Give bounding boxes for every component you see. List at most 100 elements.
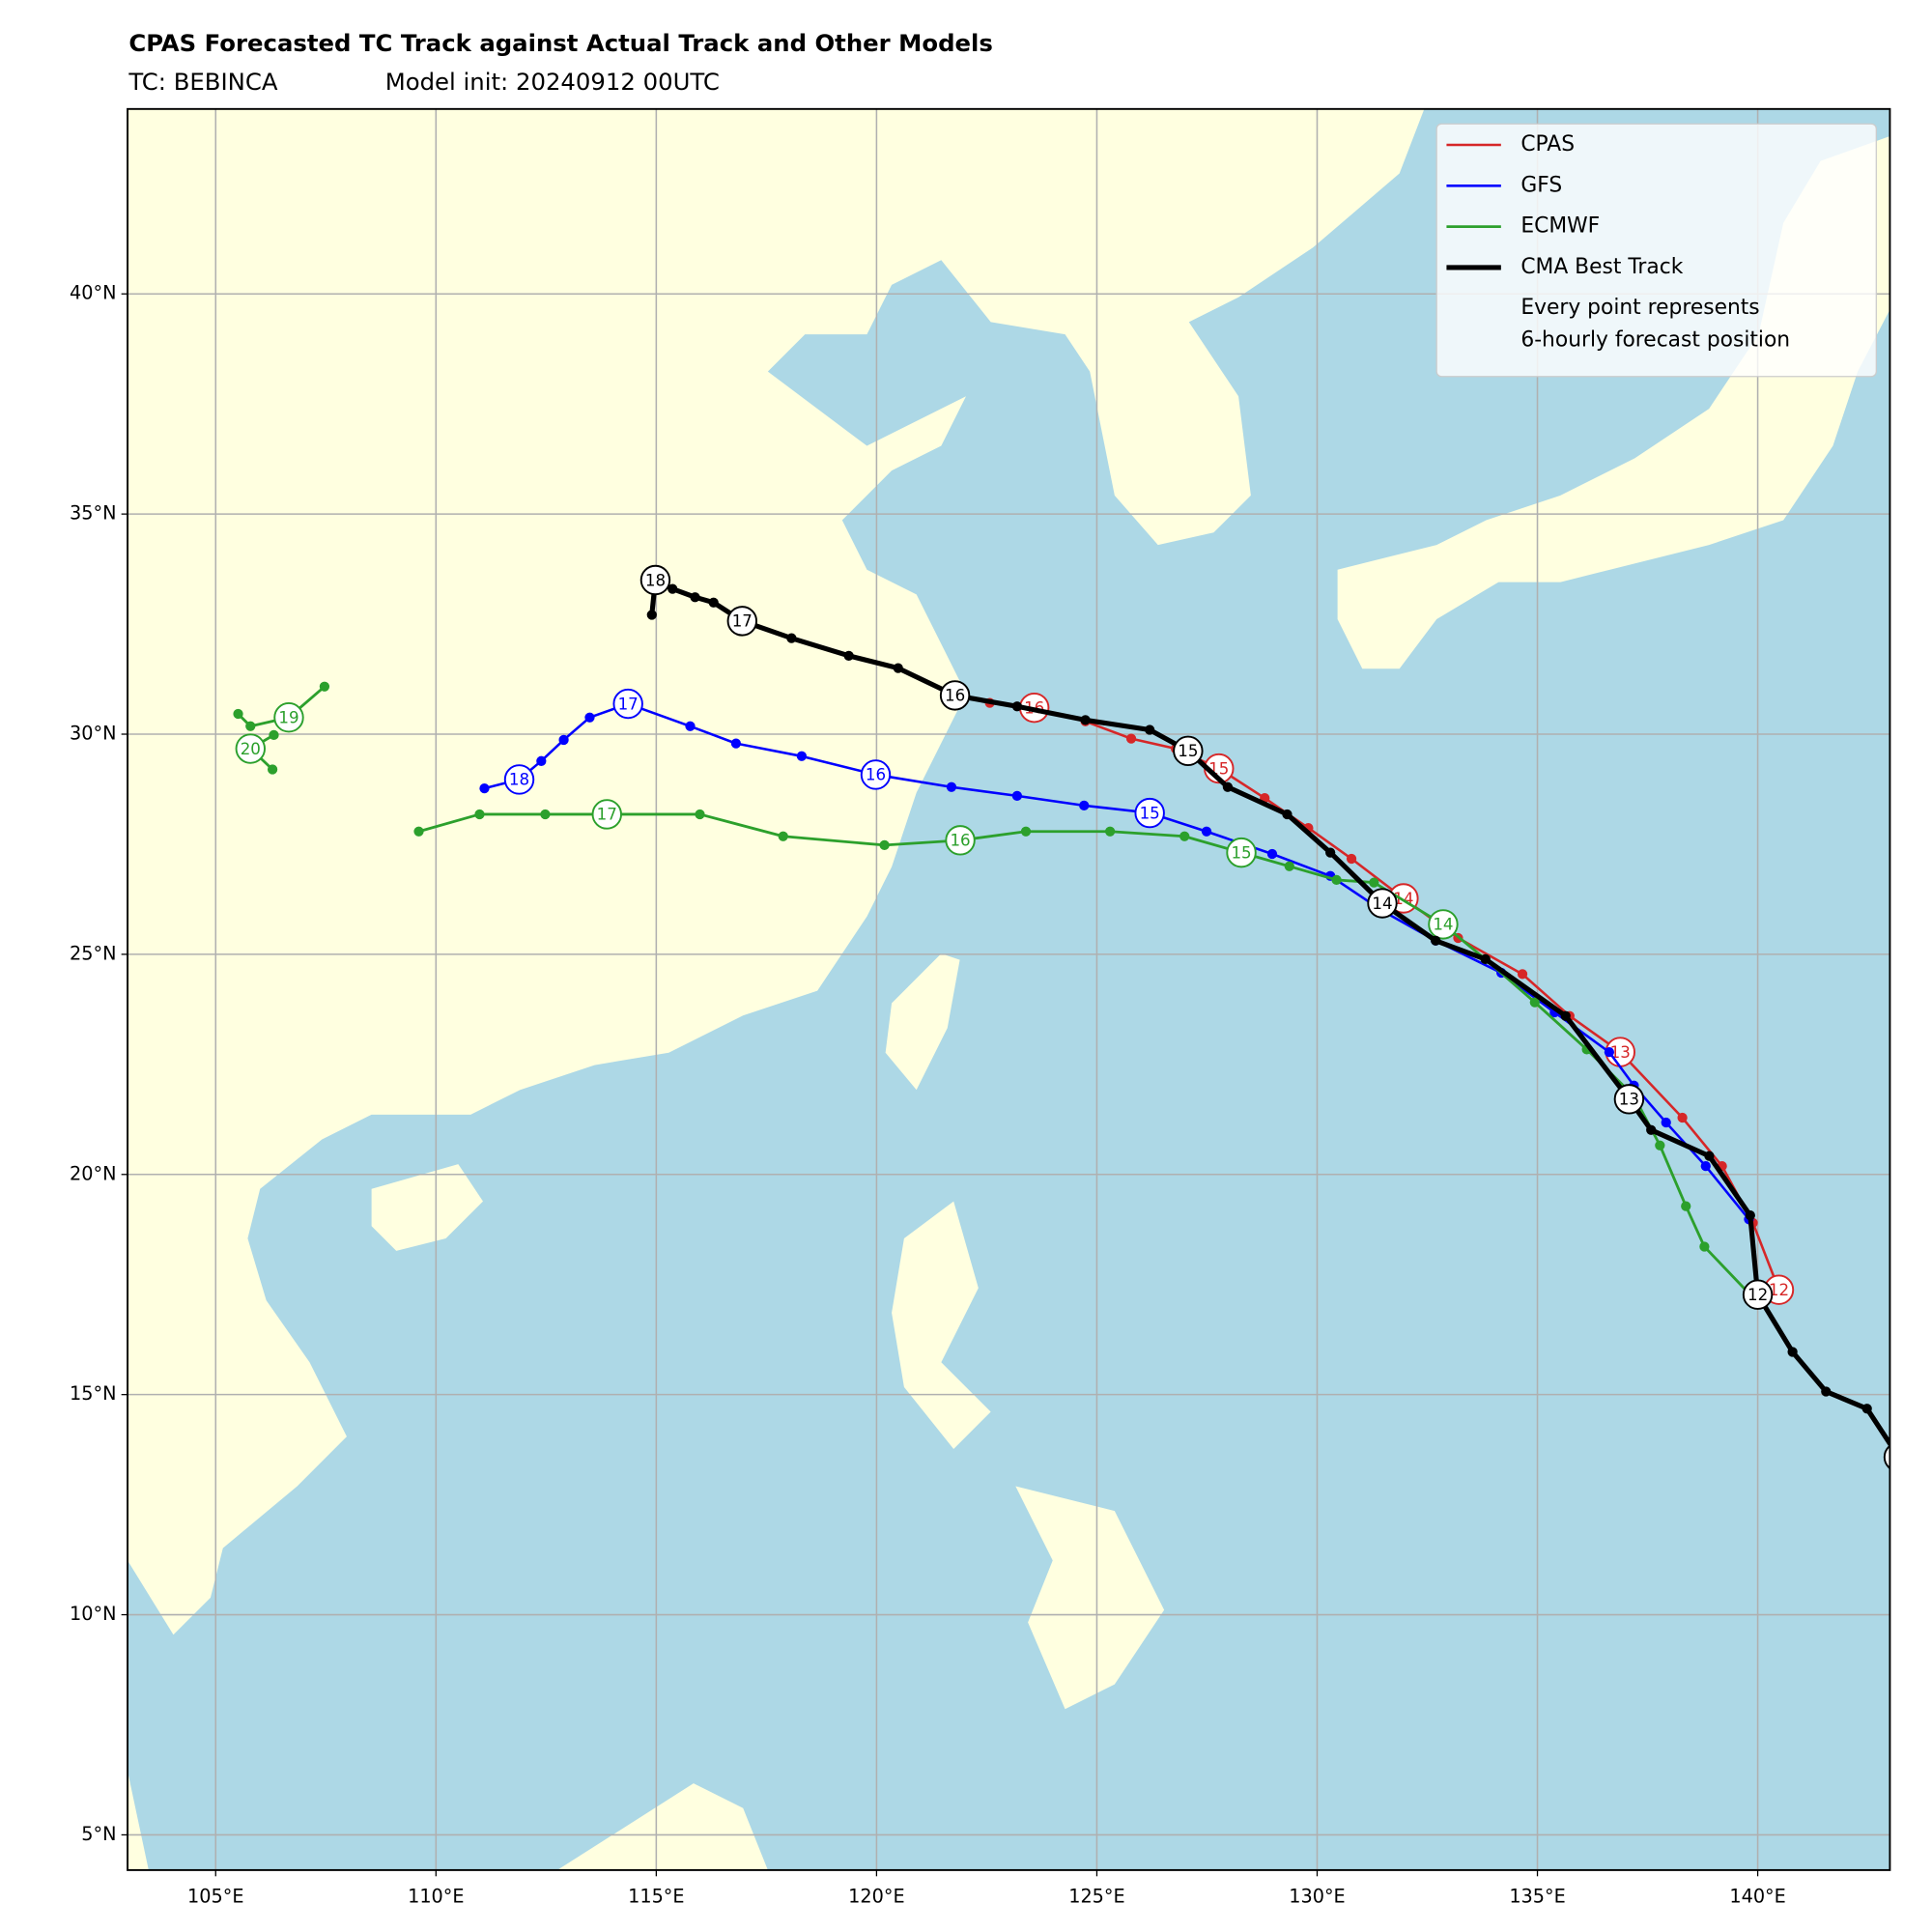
track-point	[893, 663, 903, 673]
track-point	[269, 729, 279, 741]
track-point	[786, 633, 797, 643]
legend-label: CMA Best Track	[1520, 255, 1683, 279]
track-point	[730, 738, 742, 749]
track-point	[1179, 831, 1190, 841]
day-marker	[860, 759, 892, 790]
track-point	[413, 826, 424, 837]
track-point	[1560, 1010, 1571, 1021]
plot-frame	[127, 107, 1891, 1871]
x-tick-label: 125°E	[1068, 1886, 1124, 1908]
y-tick-label: 20°N	[70, 1162, 116, 1184]
x-tick-label: 115°E	[628, 1886, 684, 1908]
track-point	[558, 734, 569, 746]
track-point	[1661, 1117, 1671, 1128]
track-point	[1893, 1452, 1903, 1462]
y-tick-label: 25°N	[70, 942, 116, 964]
track-point	[843, 650, 854, 662]
track-point	[540, 809, 551, 820]
x-tick-label: 135°E	[1509, 1886, 1565, 1908]
track-point	[1080, 715, 1091, 725]
track-point	[1284, 861, 1294, 871]
day-label: 15	[1140, 804, 1160, 822]
track-point	[1145, 724, 1155, 735]
track-point	[267, 764, 278, 775]
day-marker	[1613, 1084, 1645, 1115]
subtitle: TC: BEBINCA	[128, 68, 278, 96]
track-point	[1020, 826, 1032, 837]
day-label: 13	[1610, 1043, 1631, 1062]
legend-note: Every point represents	[1520, 296, 1759, 320]
x-tick-label: 105°E	[187, 1886, 243, 1908]
day-marker	[1134, 797, 1165, 829]
day-label: 13	[1619, 1091, 1639, 1109]
day-label: 11	[1889, 1448, 1909, 1466]
track-point	[879, 839, 890, 850]
land	[556, 1783, 768, 1870]
day-label: 15	[1231, 843, 1251, 862]
track-point	[1346, 853, 1357, 865]
day-marker	[726, 606, 758, 637]
y-tick-label: 15°N	[70, 1382, 116, 1405]
x-tick-label: 130°E	[1289, 1886, 1345, 1908]
day-label: 14	[1433, 916, 1453, 934]
track-point	[796, 751, 807, 761]
legend-label: CPAS	[1520, 132, 1575, 156]
track-point	[695, 809, 705, 820]
track-point	[1011, 790, 1023, 801]
day-marker	[639, 564, 671, 596]
y-tick-label: 30°N	[70, 723, 116, 745]
x-tick-label: 140°E	[1729, 1886, 1785, 1908]
day-marker	[945, 825, 976, 856]
track-point	[1699, 1241, 1710, 1252]
day-label: 12	[1769, 1281, 1789, 1299]
y-tick-label: 10°N	[70, 1603, 116, 1625]
track-point	[536, 755, 547, 766]
day-marker	[503, 764, 535, 795]
track-point	[1861, 1404, 1872, 1414]
track-point	[646, 610, 657, 620]
day-label: 15	[1178, 742, 1198, 760]
day-label: 14	[1372, 895, 1392, 913]
tracks: 1213141516151617181415161719201112131415…	[233, 564, 1909, 1470]
track-point	[319, 681, 330, 692]
track-point	[474, 809, 485, 820]
track-point	[1431, 935, 1441, 946]
land	[128, 108, 1425, 1635]
track-point	[778, 831, 788, 841]
day-marker	[939, 680, 971, 711]
track-point	[690, 592, 700, 603]
day-label: 16	[866, 766, 886, 784]
day-marker	[1883, 1444, 1890, 1470]
track-point	[1105, 826, 1116, 837]
track-line	[989, 701, 1780, 1291]
map: 1213141516151617181415161719201112131415…	[128, 108, 1909, 1870]
track-point	[1266, 848, 1278, 860]
track-point	[708, 597, 719, 608]
track-point	[1655, 1140, 1665, 1151]
track-point	[479, 782, 490, 794]
day-marker	[591, 799, 622, 830]
track-point	[245, 721, 256, 731]
track-point	[1700, 1160, 1711, 1172]
track-point	[1529, 997, 1540, 1008]
track-point	[1079, 800, 1090, 810]
day-label: 18	[509, 771, 529, 789]
track: 11 12 13 14 15 16 17 18	[639, 564, 1909, 1470]
day-marker	[1428, 909, 1459, 940]
legend-box	[1435, 123, 1877, 378]
track-point	[1787, 1347, 1798, 1357]
land	[1015, 1486, 1165, 1710]
track-point	[1369, 877, 1379, 888]
track-point	[946, 781, 957, 792]
track-point	[1480, 953, 1491, 965]
grid	[128, 108, 1890, 1870]
land	[128, 1771, 149, 1870]
track-point	[1646, 1124, 1657, 1135]
legend-label: ECMWF	[1520, 214, 1600, 239]
day-marker	[1226, 837, 1257, 868]
track-point	[1201, 826, 1212, 837]
subtitle: Model init: 20240912 00UTC	[385, 68, 720, 96]
track-point	[685, 721, 696, 731]
track-point	[1821, 1386, 1832, 1397]
